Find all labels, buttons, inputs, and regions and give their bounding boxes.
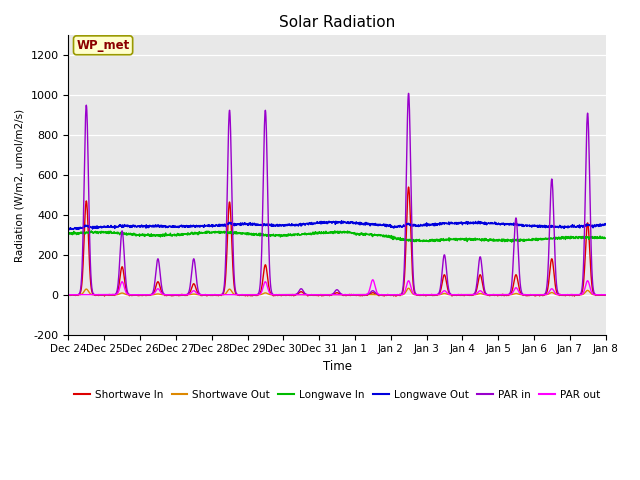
Line: Longwave Out: Longwave Out	[68, 221, 605, 229]
Shortwave In	[555, 291, 563, 297]
Shortwave Out	[214, 292, 222, 298]
Longwave In	[508, 239, 516, 245]
Longwave Out	[570, 224, 577, 230]
Shortwave In	[65, 292, 72, 298]
Shortwave Out	[493, 292, 501, 298]
PAR in	[214, 292, 222, 298]
Longwave In	[353, 232, 360, 238]
Shortwave Out	[404, 286, 412, 291]
PAR out	[602, 292, 609, 298]
PAR out	[364, 290, 372, 296]
Longwave Out	[353, 220, 360, 226]
Longwave Out	[214, 223, 222, 229]
PAR in	[353, 292, 360, 298]
PAR in	[493, 292, 501, 298]
PAR out	[214, 292, 222, 298]
Shortwave In	[392, 293, 400, 299]
X-axis label: Time: Time	[323, 360, 351, 373]
Longwave Out	[555, 225, 563, 231]
Shortwave In	[570, 292, 577, 298]
Line: Shortwave Out: Shortwave Out	[68, 288, 605, 295]
Longwave In	[331, 228, 339, 234]
Longwave In	[214, 230, 222, 236]
Shortwave In	[404, 184, 412, 190]
PAR out	[570, 292, 577, 298]
PAR in	[404, 91, 412, 96]
Longwave In	[602, 235, 609, 241]
PAR out	[353, 292, 360, 298]
Longwave Out	[493, 222, 501, 228]
PAR in	[364, 291, 372, 297]
Longwave In	[65, 231, 72, 237]
Legend: Shortwave In, Shortwave Out, Longwave In, Longwave Out, PAR in, PAR out: Shortwave In, Shortwave Out, Longwave In…	[70, 386, 604, 404]
PAR out	[65, 292, 72, 298]
Longwave In	[555, 234, 563, 240]
Title: Solar Radiation: Solar Radiation	[279, 15, 396, 30]
Longwave Out	[365, 220, 372, 226]
Shortwave Out	[570, 292, 577, 298]
PAR out	[554, 292, 562, 298]
Shortwave In	[493, 293, 501, 299]
PAR in	[554, 290, 562, 296]
Line: Shortwave In: Shortwave In	[68, 187, 605, 296]
PAR in	[570, 292, 577, 298]
Longwave In	[570, 235, 577, 241]
PAR out	[493, 292, 501, 298]
Text: WP_met: WP_met	[76, 39, 130, 52]
Longwave Out	[65, 226, 72, 231]
Shortwave In	[214, 292, 222, 298]
Longwave Out	[65, 227, 73, 232]
PAR out	[369, 277, 376, 283]
Shortwave In	[364, 292, 372, 298]
Line: Longwave In: Longwave In	[68, 231, 605, 242]
PAR in	[602, 292, 609, 298]
Line: PAR in: PAR in	[68, 94, 605, 295]
Shortwave Out	[602, 292, 609, 298]
Shortwave In	[602, 292, 609, 298]
Y-axis label: Radiation (W/m2, umol/m2/s): Radiation (W/m2, umol/m2/s)	[15, 108, 25, 262]
Longwave Out	[602, 221, 609, 227]
Shortwave Out	[65, 292, 72, 298]
Shortwave In	[353, 293, 360, 299]
Longwave Out	[338, 218, 346, 224]
Longwave In	[364, 231, 372, 237]
Shortwave Out	[364, 292, 372, 298]
Longwave In	[493, 237, 501, 242]
Shortwave Out	[554, 292, 562, 298]
PAR in	[65, 292, 72, 298]
Shortwave Out	[353, 292, 360, 298]
Line: PAR out: PAR out	[68, 280, 605, 295]
